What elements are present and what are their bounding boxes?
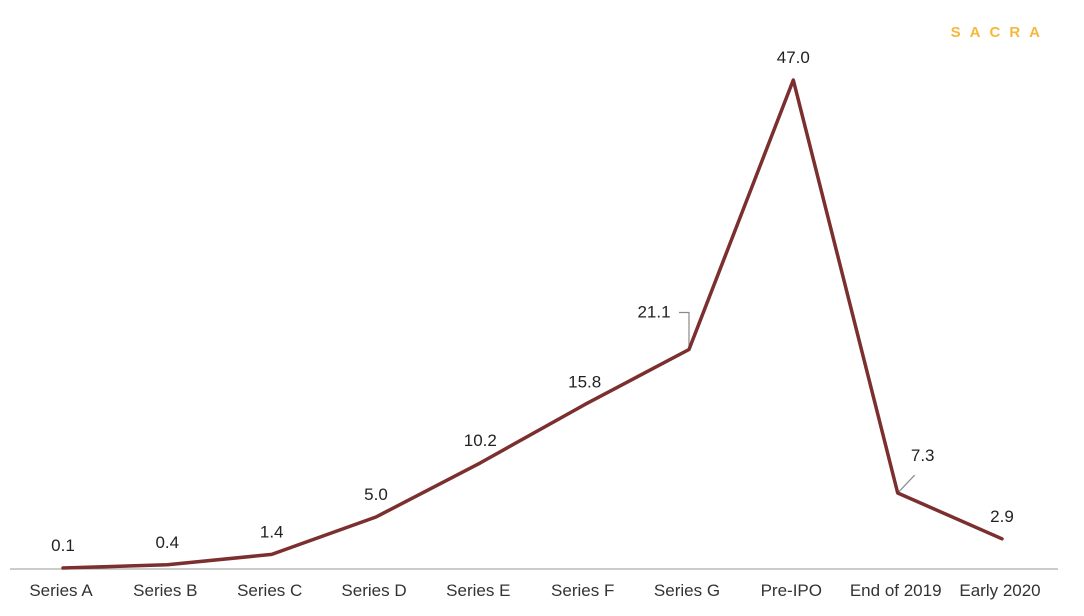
data-label-series-g: 21.1	[637, 303, 670, 322]
x-tick-label-early-2020: Early 2020	[959, 581, 1040, 600]
leader-line-series-g	[679, 311, 690, 350]
leader-lines	[679, 311, 916, 494]
x-tick-label-series-d: Series D	[341, 581, 406, 600]
data-label-series-e: 10.2	[464, 431, 497, 450]
data-label-early-2020: 2.9	[990, 507, 1014, 526]
data-label-series-d: 5.0	[364, 485, 388, 504]
data-label-end-of-2019: 7.3	[911, 446, 935, 465]
x-tick-label-series-f: Series F	[551, 581, 614, 600]
x-tick-label-series-g: Series G	[654, 581, 720, 600]
data-label-series-f: 15.8	[568, 373, 601, 392]
data-label-series-a: 0.1	[51, 536, 75, 555]
x-tick-labels: Series A Series B Series C Series D Series E…	[29, 581, 1040, 600]
data-labels: 0.1 0.4 1.4 5.0 10.2 15.8 21.1 47.0 7.3 2.9	[51, 48, 1014, 555]
x-tick-label-series-c: Series C	[237, 581, 302, 600]
x-tick-label-end-of-2019: End of 2019	[850, 581, 942, 600]
series-line	[61, 78, 1004, 570]
data-label-series-c: 1.4	[260, 522, 284, 541]
x-tick-label-series-b: Series B	[133, 581, 197, 600]
x-tick-label-series-a: Series A	[29, 581, 93, 600]
leader-line-end-of-2019	[897, 474, 916, 494]
data-label-pre-ipo: 47.0	[777, 48, 810, 67]
sacra-logo: SACRA	[950, 24, 1049, 41]
x-tick-label-pre-ipo: Pre-IPO	[761, 581, 822, 600]
data-label-series-b: 0.4	[155, 533, 179, 552]
x-tick-label-series-e: Series E	[446, 581, 510, 600]
